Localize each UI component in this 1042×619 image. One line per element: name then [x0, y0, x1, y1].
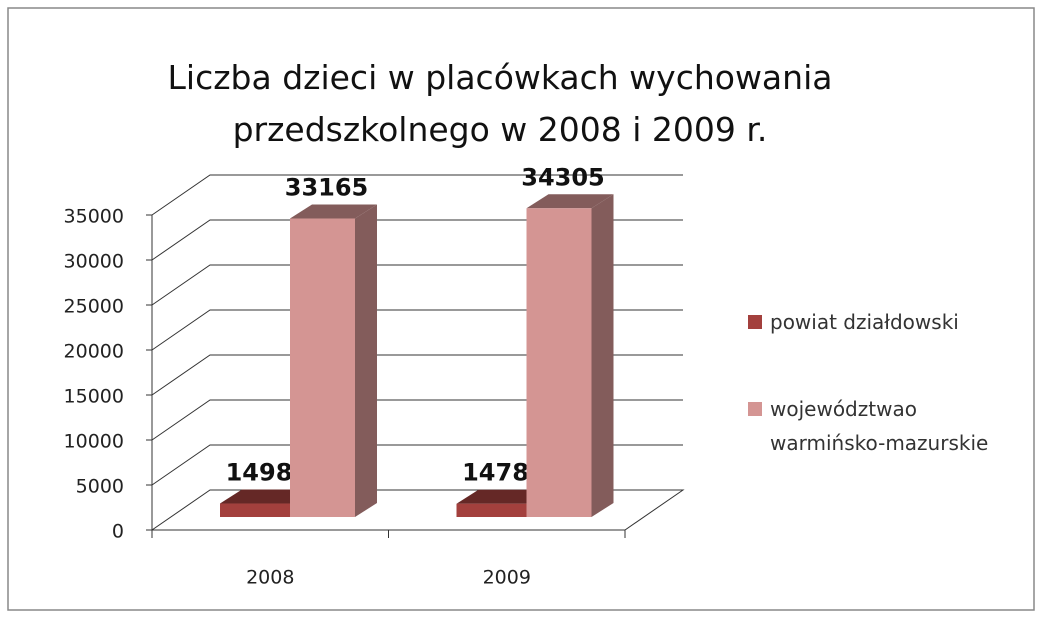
- grid-line: [151, 309, 683, 351]
- y-tick-label: 15000: [64, 386, 124, 408]
- bar-side: [591, 194, 614, 517]
- y-tick-label: 10000: [64, 431, 124, 453]
- grid-line: [151, 174, 683, 216]
- bar-top: [220, 489, 312, 504]
- legend-label: województwao warmińsko-mazurskie: [770, 397, 989, 455]
- bar-top: [526, 194, 614, 209]
- x-tick-label: 2009: [483, 567, 531, 589]
- bar-top: [456, 489, 549, 504]
- chart-title: Liczba dzieci w placówkach wychowania pr…: [167, 58, 833, 149]
- bar: [290, 218, 355, 517]
- y-tick-label: 0: [112, 521, 124, 543]
- data-label: 33165: [285, 174, 369, 202]
- bar: [526, 208, 592, 517]
- legend-swatch: [748, 402, 762, 416]
- bar-top: [290, 204, 377, 219]
- bar: [220, 503, 290, 517]
- y-tick-label: 30000: [64, 251, 124, 273]
- data-label: 1478: [462, 459, 529, 487]
- data-label: 1498: [226, 459, 293, 487]
- grid-line: [151, 264, 683, 306]
- legend-item: powiat działdowski: [748, 305, 1040, 339]
- grid-line: [151, 354, 683, 396]
- legend-item: województwao warmińsko-mazurskie: [748, 392, 1020, 460]
- bar: [456, 503, 527, 517]
- y-tick-label: 20000: [64, 341, 124, 363]
- y-tick-label: 5000: [76, 476, 124, 498]
- grid-line: [151, 399, 683, 441]
- bar-side: [355, 204, 377, 517]
- legend-swatch: [748, 315, 762, 329]
- legend-label: powiat działdowski: [770, 310, 959, 334]
- x-tick-label: 2008: [246, 567, 294, 589]
- y-tick-label: 25000: [64, 296, 124, 318]
- grid-line: [151, 444, 683, 486]
- grid-line: [151, 219, 683, 261]
- y-tick-label: 35000: [64, 206, 124, 228]
- data-label: 34305: [521, 163, 605, 191]
